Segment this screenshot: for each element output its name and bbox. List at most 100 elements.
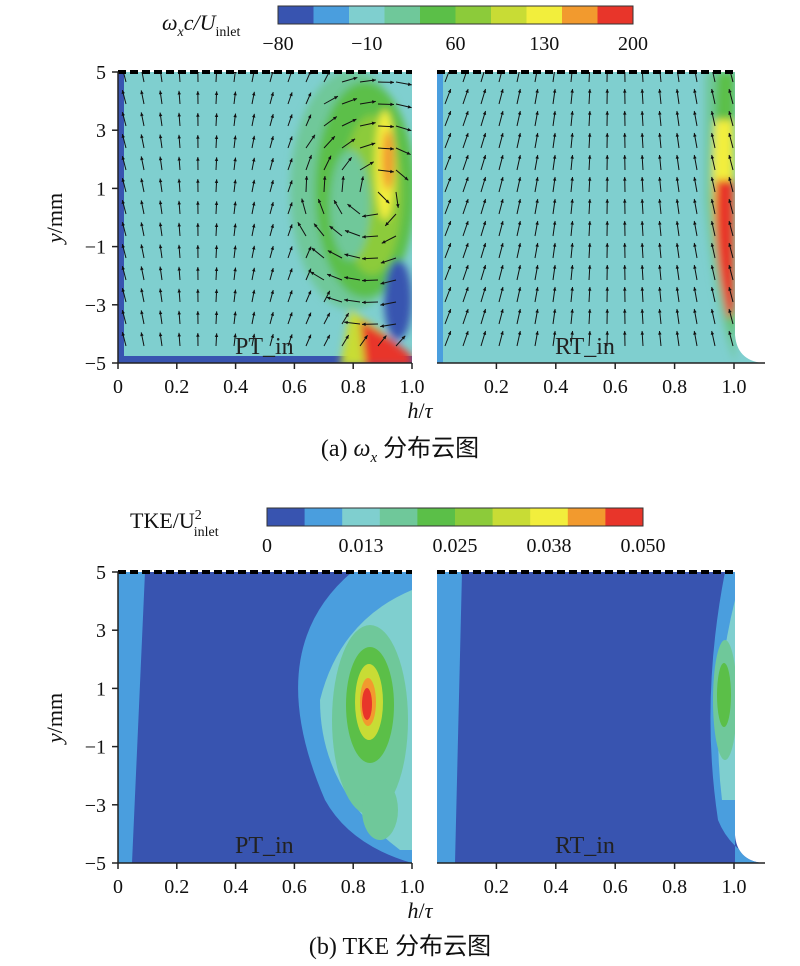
a-rt-vector-head [710, 331, 715, 335]
a-rt-vector-head [518, 67, 521, 71]
colorbar-b-swatch [605, 508, 644, 526]
a-pt-vector-head [371, 121, 376, 126]
a-rt-vector-head [465, 199, 469, 203]
a-pt-vector-head [121, 90, 125, 95]
b-caption: (b) TKE 分布云图 [309, 933, 491, 960]
cbar-a-omega: ω [162, 10, 178, 35]
b-pt-xtick-label: 0 [113, 876, 123, 898]
a-rt-vector-head [658, 265, 662, 269]
a-pt-vector-head [177, 288, 181, 293]
a-rt-vector-head [570, 89, 574, 93]
a-rt-vector-head [517, 133, 522, 137]
a-rt-vector-head [570, 177, 574, 181]
a-pt-vector-head [270, 72, 274, 74]
a-pt-vector-head [214, 289, 219, 294]
b-ytick-label: −5 [85, 853, 106, 875]
a-pt-vector-head [214, 201, 219, 206]
a-pt-vector-head [380, 324, 385, 328]
a-rt-vector-head [675, 177, 680, 181]
a-rt-vector-head [447, 155, 452, 159]
a-rt-vector-head [465, 331, 469, 335]
a-rt-vector-head [623, 331, 627, 335]
a-pt-vector-head [371, 142, 376, 146]
a-pt-vector-head [371, 100, 376, 104]
a-pt-vector-head [381, 240, 386, 244]
a-rt-vector-head [623, 111, 627, 115]
a-pt-vector-head [140, 90, 144, 95]
a-rt-vector-head [587, 309, 592, 313]
a-pt-vector-head [177, 200, 181, 205]
b-pt-xtick-label: 0.2 [164, 876, 189, 898]
a-rt-vector-head [552, 111, 557, 115]
a-pt-vector-head [372, 78, 376, 83]
a-rt-vector-head [570, 155, 574, 159]
a-pt-vector-head [289, 312, 293, 317]
a-pt-vector-head [121, 266, 125, 271]
panel-b: TKE/U2 inlet 0 0.013 0.025 0.038 0.050 PT_in [42, 507, 765, 960]
a-ytick-label: 5 [96, 62, 106, 84]
a-rt-vector-head [605, 177, 609, 181]
a-pt-vector-head [390, 80, 394, 85]
b-ylabel-rest: /mm [42, 693, 67, 733]
a-pt-vector-head [233, 157, 237, 162]
colorbar-b-swatch [530, 508, 569, 526]
a-rt-vector [516, 72, 521, 83]
a-rt-vector-head [728, 199, 732, 203]
a-pt-vector-head [362, 322, 366, 327]
a-ylabel-rest: /mm [42, 193, 67, 233]
a-rt-vector [711, 72, 716, 83]
a-rt-vector-head [552, 199, 557, 203]
a-pt-vector-head [214, 245, 219, 250]
a-rt-vector-head [465, 177, 469, 181]
a-rt-vector-head [693, 133, 697, 137]
a-rt-vector-head [517, 89, 522, 93]
a-pt-vectors [121, 72, 412, 347]
a-rt-vector-head [517, 331, 522, 335]
a-pt-vector-head [158, 222, 163, 227]
a-pt-vector-head [289, 202, 293, 207]
a-rt-vector-head [728, 111, 732, 115]
a-pt-vector-head [140, 288, 144, 293]
a-pt-vector-head [362, 256, 366, 261]
colorbar-a-swatch [562, 6, 598, 24]
a-rt-vector-head [728, 243, 732, 247]
a-pt-vector-head [196, 135, 200, 139]
a-pt-left-wall [118, 72, 124, 363]
a-pt-vector-head [196, 333, 200, 337]
a-pt-vector-head [362, 278, 366, 283]
a-rt-vector-head [482, 243, 487, 247]
a-pt-vector-head [401, 335, 406, 340]
a-pt-vector-head [344, 230, 349, 234]
a-rt-vector-head [482, 155, 487, 159]
cbar-a-sub-inlet: inlet [216, 25, 241, 40]
b-ylabel-italic: y [42, 733, 67, 745]
a-caption: (a) ωx 分布云图 [321, 435, 479, 466]
a-rt-vector-head [587, 199, 592, 203]
a-pt-vector-head [251, 157, 256, 162]
a-rt-vector-head [517, 199, 522, 203]
a-rt-vector [658, 72, 662, 83]
a-pt-vector-head [251, 135, 256, 140]
a-rt-vector-head [570, 309, 574, 313]
b-pt-label: PT_in [235, 833, 294, 859]
a-pt-vector-head [352, 119, 357, 123]
a-rt-vector-head [535, 199, 539, 203]
a-rt-vector-head [447, 287, 452, 291]
a-pt-vector-head [289, 136, 293, 141]
a-pt-vector-head [289, 114, 293, 119]
subplot-b-rt: RT_in [437, 570, 762, 863]
b-rt-xtick-label: 0.8 [662, 876, 687, 898]
a-rt-vector-head [728, 265, 732, 269]
a-pt-vector-head [121, 332, 125, 337]
a-rt-vector-head [587, 133, 592, 137]
a-rt-vector-head [517, 221, 522, 225]
a-rt-vector-head [500, 265, 504, 269]
a-rt-vector-head [640, 111, 645, 115]
a-pt-vector-head [251, 223, 256, 228]
a-pt-vector-head [385, 222, 389, 226]
b-ytick-label: 5 [96, 562, 106, 584]
a-pt-vector-head [390, 124, 394, 129]
a-caption-suffix: 分布云图 [377, 435, 479, 462]
a-pt-vector-head [270, 246, 274, 250]
